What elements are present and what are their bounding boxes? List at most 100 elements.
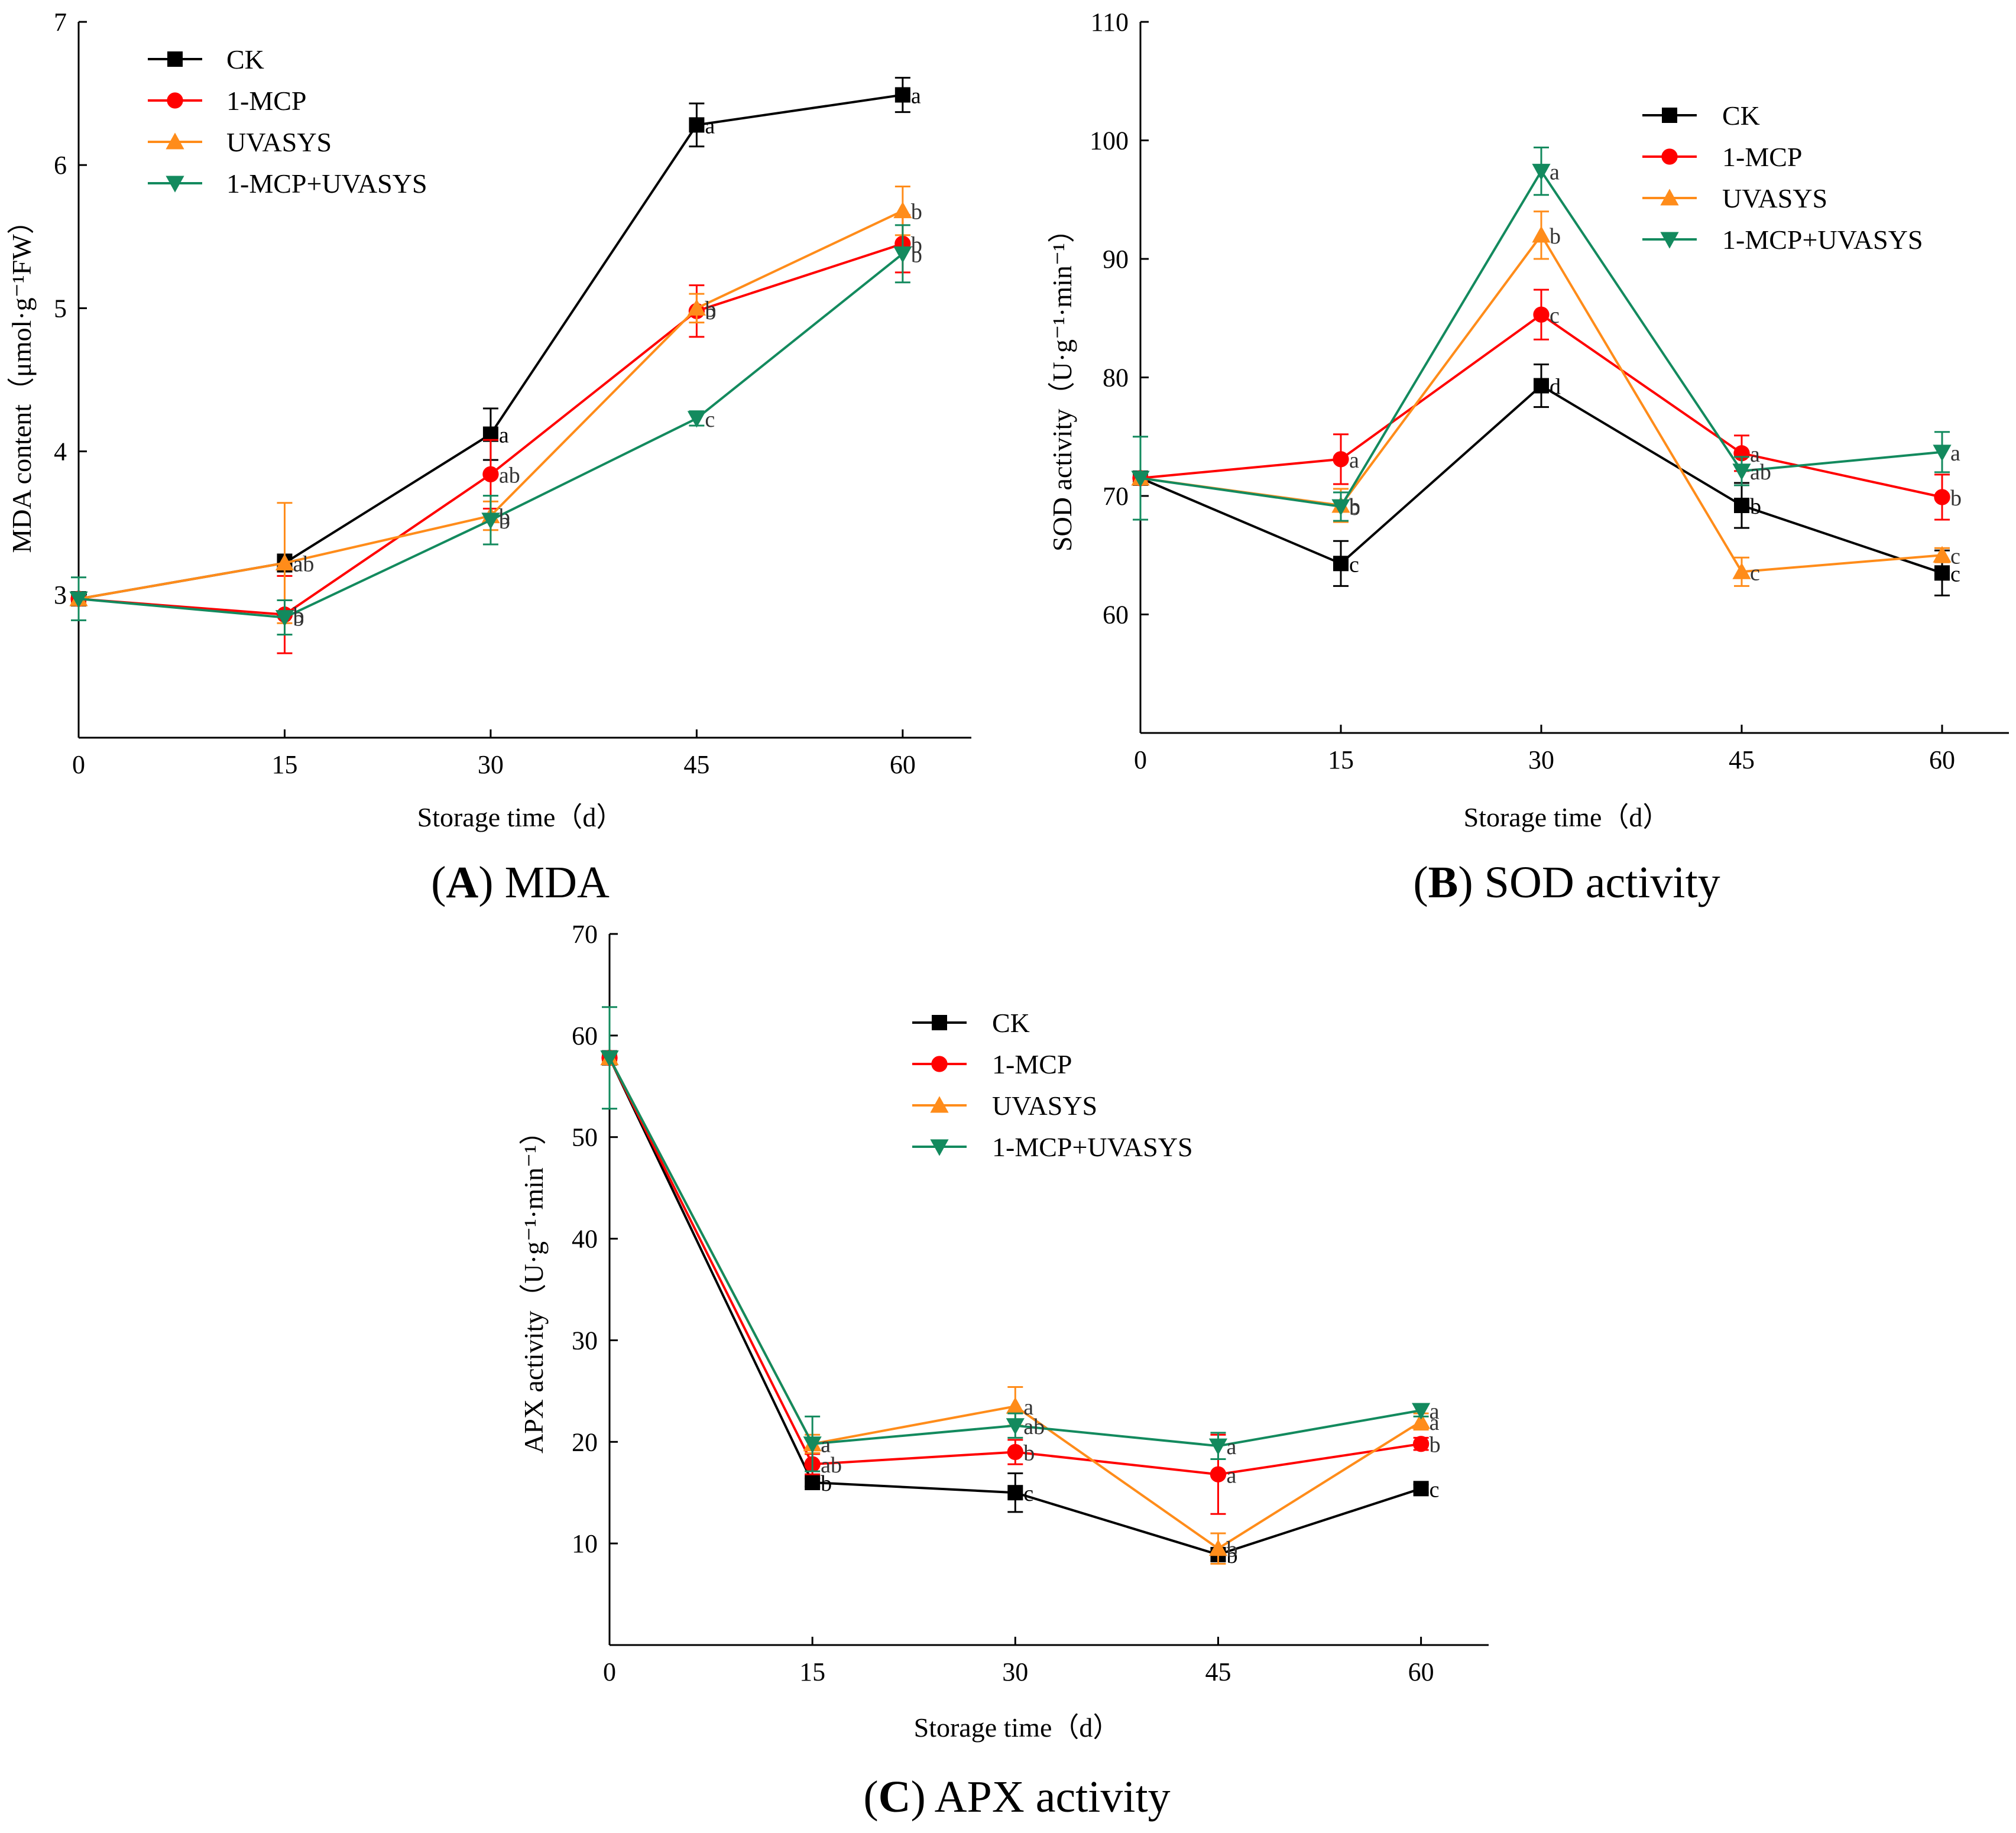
significance-letter: c (1430, 1477, 1440, 1502)
data-point (1333, 556, 1349, 572)
y-tick-label: 70 (572, 920, 598, 949)
data-point (600, 1050, 619, 1068)
data-point (1208, 1539, 1228, 1556)
legend-label: UVASYS (1722, 183, 1827, 213)
data-point (1734, 498, 1749, 514)
legend: CK 1-MCP UVASYS 1-MCP+UVASYS (1642, 100, 1923, 255)
significance-letter: b (911, 232, 922, 257)
significance-letter: a (821, 1433, 831, 1458)
y-tick-label: 20 (572, 1428, 598, 1456)
data-point (69, 591, 88, 608)
x-tick-label: 45 (1205, 1657, 1231, 1686)
y-tick-label: 6 (54, 151, 67, 180)
data-point (1006, 1397, 1025, 1414)
x-tick-label: 0 (603, 1657, 616, 1686)
data-point (1933, 445, 1952, 462)
x-tick-label: 30 (1002, 1657, 1028, 1686)
panel-a-x-axis-title: Storage time（d） (417, 802, 624, 832)
data-point (1533, 306, 1550, 323)
x-tick-label: 0 (1134, 745, 1147, 774)
significance-letter: b (821, 1471, 832, 1496)
data-point (1208, 1438, 1228, 1455)
panel-c-y-axis-title: APX activity（U·g⁻¹·min⁻¹） (518, 1118, 549, 1454)
y-tick-label: 110 (1091, 8, 1129, 37)
significance-letter: b (1430, 1433, 1441, 1458)
panel-c-x-axis-title: Storage time（d） (914, 1712, 1120, 1743)
panel-c-caption: (C) APX activity (863, 1772, 1170, 1822)
x-tick-label: 30 (478, 750, 504, 779)
y-tick-label: 4 (54, 437, 67, 466)
data-point (482, 466, 499, 483)
panel-b-caption-text: SOD activity (1485, 858, 1720, 907)
legend: CK 1-MCP UVASYS 1-MCP+UVASYS (148, 44, 427, 199)
data-point (687, 299, 706, 316)
data-point (689, 117, 705, 133)
data-point (1933, 546, 1952, 563)
significance-letter: a (1226, 1435, 1236, 1459)
significance-letter: b (1349, 495, 1360, 520)
significance-letter: ab (821, 1453, 842, 1478)
significance-letter: a (1550, 160, 1560, 185)
significance-letter: ab (499, 463, 520, 488)
panel-a-caption: (A) MDA (431, 858, 610, 907)
panel-a-y-axis-title: MDA content（μmol·g⁻¹FW） (7, 207, 37, 553)
x-tick-label: 60 (1929, 745, 1955, 774)
y-tick-label: 10 (572, 1529, 598, 1558)
data-point (1532, 226, 1551, 243)
x-tick-label: 15 (1328, 745, 1354, 774)
x-tick-label: 30 (1528, 745, 1554, 774)
series-line (1140, 384, 1943, 575)
legend-label: UVASYS (226, 127, 332, 157)
significance-letter: b (705, 300, 716, 325)
significance-letter: b (911, 242, 922, 267)
legend-marker (167, 92, 183, 109)
panel-b-caption: (B) SOD activity (1413, 858, 1720, 907)
legend-marker (166, 132, 184, 150)
y-tick-label: 40 (572, 1225, 598, 1254)
significance-letter: a (1023, 1395, 1033, 1420)
data-point (803, 1436, 822, 1454)
data-point (1006, 1418, 1025, 1435)
significance-letter: a (1226, 1463, 1236, 1488)
series-uvasys: b b c c (1131, 210, 1960, 587)
data-point (1333, 451, 1349, 468)
significance-letter: c (1550, 303, 1560, 328)
y-tick-label: 80 (1103, 364, 1129, 392)
y-tick-label: 100 (1090, 126, 1129, 155)
significance-letter: a (1349, 448, 1359, 473)
significance-letter: c (1950, 544, 1960, 569)
data-point (893, 246, 912, 263)
panel-a-caption-letter: A (446, 858, 478, 907)
significance-letter: c (1023, 1481, 1033, 1506)
y-tick-label: 30 (572, 1326, 598, 1355)
y-tick-label: 60 (1103, 601, 1129, 630)
panel-c-caption-letter: C (879, 1772, 911, 1822)
data-point (1131, 471, 1150, 488)
data-point (1007, 1485, 1023, 1501)
significance-letter: b (705, 297, 716, 322)
panel-b-x-axis-title: Storage time（d） (1464, 802, 1670, 832)
data-point (1007, 1443, 1023, 1461)
data-point (1210, 1466, 1227, 1482)
significance-letter: b (293, 606, 304, 631)
significance-letter: a (821, 1433, 831, 1458)
data-point (1934, 565, 1950, 581)
significance-letter: c (705, 407, 715, 432)
significance-letter: ab (293, 552, 314, 577)
significance-letter: b (1550, 224, 1561, 249)
x-tick-label: 45 (1729, 745, 1755, 774)
legend-label: CK (1722, 100, 1760, 131)
significance-letter: a (1430, 1410, 1440, 1435)
legend-marker (930, 1139, 949, 1156)
data-point (687, 411, 706, 428)
data-point (1532, 164, 1551, 181)
significance-letter: b (1226, 1537, 1237, 1562)
legend-label: 1-MCP+UVASYS (1722, 225, 1923, 255)
data-point (894, 87, 910, 103)
series-ck: b cbc (602, 1050, 1439, 1568)
data-point (481, 512, 500, 530)
significance-letter: a (293, 552, 303, 577)
legend: CK 1-MCP UVASYS 1-MCP+UVASYS (912, 1008, 1193, 1162)
significance-letter: b (1349, 494, 1360, 519)
